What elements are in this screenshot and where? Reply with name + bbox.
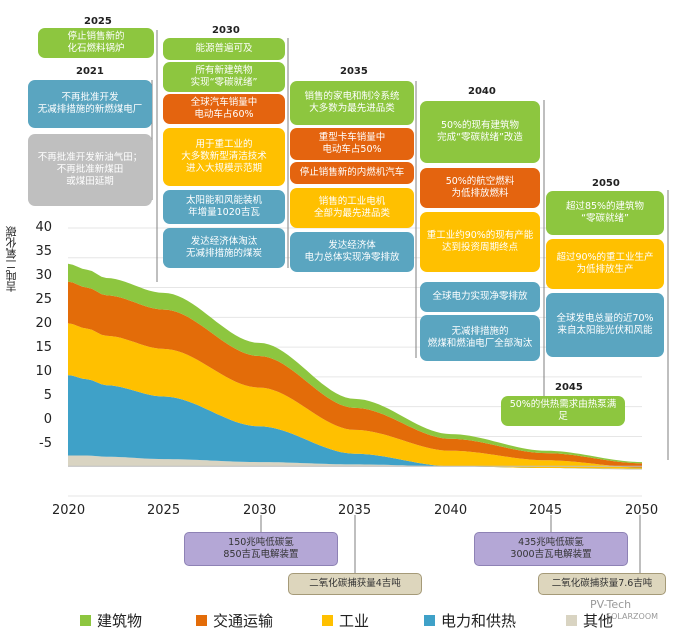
x-tick: 2020 (52, 503, 86, 518)
legend-swatch (322, 615, 333, 626)
note-2050-ccus: 二氧化碳捕获量7.6吉吨 (538, 573, 666, 595)
milestone-2030-heavy-industry: 用于重工业的 大多数新型清洁技术 进入大规模示范期 (163, 128, 285, 186)
milestone-2035-appliances: 销售的家电和制冷系统 大多数为最先进品类 (290, 81, 414, 125)
year-label-2025: 2025 (84, 16, 112, 27)
y-tick: 0 (43, 412, 52, 427)
legend-label: 建筑物 (97, 612, 143, 630)
y-tick: -5 (39, 436, 52, 451)
milestone-2040-industry: 重工业约90%的现有产能 达到投资周期终点 (420, 212, 540, 272)
y-tick: 30 (35, 268, 52, 283)
y-axis-label: 吉吨二氧化碳 (5, 226, 18, 292)
legend-swatch (196, 615, 207, 626)
milestone-2035-ice: 停止销售新的内燃机汽车 (290, 162, 414, 184)
milestone-2030-buildings: 所有新建筑物 实现“零碳就绪” (163, 62, 285, 92)
milestone-2040-coal-oil: 无减排措施的 燃煤和燃油电厂全部淘汰 (420, 315, 540, 361)
area-建筑物 (68, 263, 642, 464)
note-2030-hydrogen: 150兆吨低碳氢 850吉瓦电解装置 (184, 532, 338, 566)
legend-industry: 工业 (322, 610, 369, 631)
note-2050-hydrogen: 435兆吨低碳氢 3000吉瓦电解装置 (474, 532, 628, 566)
legend-buildings: 建筑物 (80, 610, 142, 631)
year-label-2050: 2050 (592, 178, 620, 189)
milestone-2030-coal-phaseout: 发达经济体淘汰 无减排措施的煤炭 (163, 228, 285, 268)
milestone-2035-trucks: 重型卡车销量中 电动车占50% (290, 128, 414, 160)
legend-swatch (424, 615, 435, 626)
legend-power: 电力和供热 (424, 610, 516, 631)
milestone-2050-solar-wind: 全球发电总量的近70% 来自太阳能光伏和风能 (546, 293, 664, 357)
milestone-2035-motors: 销售的工业电机 全部为最先进品类 (290, 188, 414, 228)
legend-transport: 交通运输 (196, 610, 273, 631)
milestone-connectors (151, 30, 669, 573)
area-电力和供热 (68, 375, 642, 469)
y-tick: 35 (35, 244, 52, 259)
milestone-2040-power: 全球电力实现净零排放 (420, 282, 540, 312)
y-tick: 10 (35, 364, 52, 379)
legend-label: 电力和供热 (441, 612, 517, 630)
year-label-2040: 2040 (468, 86, 496, 97)
milestone-2021-oilgas: 不再批准开发新油气田； 不再批准新煤田 或煤田延期 (28, 134, 152, 206)
legend-other: 其他 (566, 610, 613, 631)
legend-swatch (566, 615, 577, 626)
year-label-2021: 2021 (76, 66, 104, 77)
area-工业 (68, 323, 642, 469)
x-tick: 2050 (625, 503, 659, 518)
y-tick: 5 (43, 388, 52, 403)
y-tick: 25 (35, 292, 52, 307)
milestone-2040-buildings: 50%的现有建筑物 完成“零碳就绪”改造 (420, 101, 540, 163)
milestone-2035-power: 发达经济体 电力总体实现净零排放 (290, 232, 414, 272)
year-label-2045: 2045 (555, 382, 583, 393)
x-tick: 2045 (529, 503, 563, 518)
milestone-2030-access: 能源普遍可及 (163, 38, 285, 60)
year-label-2030: 2030 (212, 25, 240, 36)
legend-swatch (80, 615, 91, 626)
milestone-2050-industry: 超过90%的重工业生产 为低排放生产 (546, 239, 664, 289)
milestone-2025-boilers: 停止销售新的 化石燃料锅炉 (38, 28, 154, 58)
legend-label: 其他 (583, 612, 614, 630)
y-tick: 20 (35, 316, 52, 331)
milestone-2050-buildings: 超过85%的建筑物 “零碳就绪” (546, 191, 664, 235)
area-series (68, 263, 642, 470)
legend-label: 交通运输 (213, 612, 274, 630)
y-tick: 15 (35, 340, 52, 355)
x-tick: 2040 (434, 503, 468, 518)
x-tick: 2030 (243, 503, 277, 518)
watermark-domain: SOLARZOOM (606, 612, 659, 621)
legend-label: 工业 (339, 612, 370, 630)
note-2030-ccus: 二氧化碳捕获量4吉吨 (288, 573, 422, 595)
watermark-name: PV-Tech (590, 598, 632, 611)
year-label-2035: 2035 (340, 66, 368, 77)
y-tick: 40 (35, 220, 52, 235)
milestone-2045-heatpumps: 50%的供热需求由热泵满足 (501, 396, 625, 426)
area-交通运输 (68, 281, 642, 468)
x-tick: 2035 (338, 503, 372, 518)
x-tick: 2025 (147, 503, 181, 518)
milestone-2021-coal: 不再批准开发 无减排措施的新燃煤电厂 (28, 80, 152, 128)
milestone-2040-aviation: 50%的航空燃料 为低排放燃料 (420, 168, 540, 208)
milestone-2030-solar-wind: 太阳能和风能装机 年增量1020吉瓦 (163, 190, 285, 224)
milestone-2030-ev: 全球汽车销量中 电动车占60% (163, 94, 285, 124)
